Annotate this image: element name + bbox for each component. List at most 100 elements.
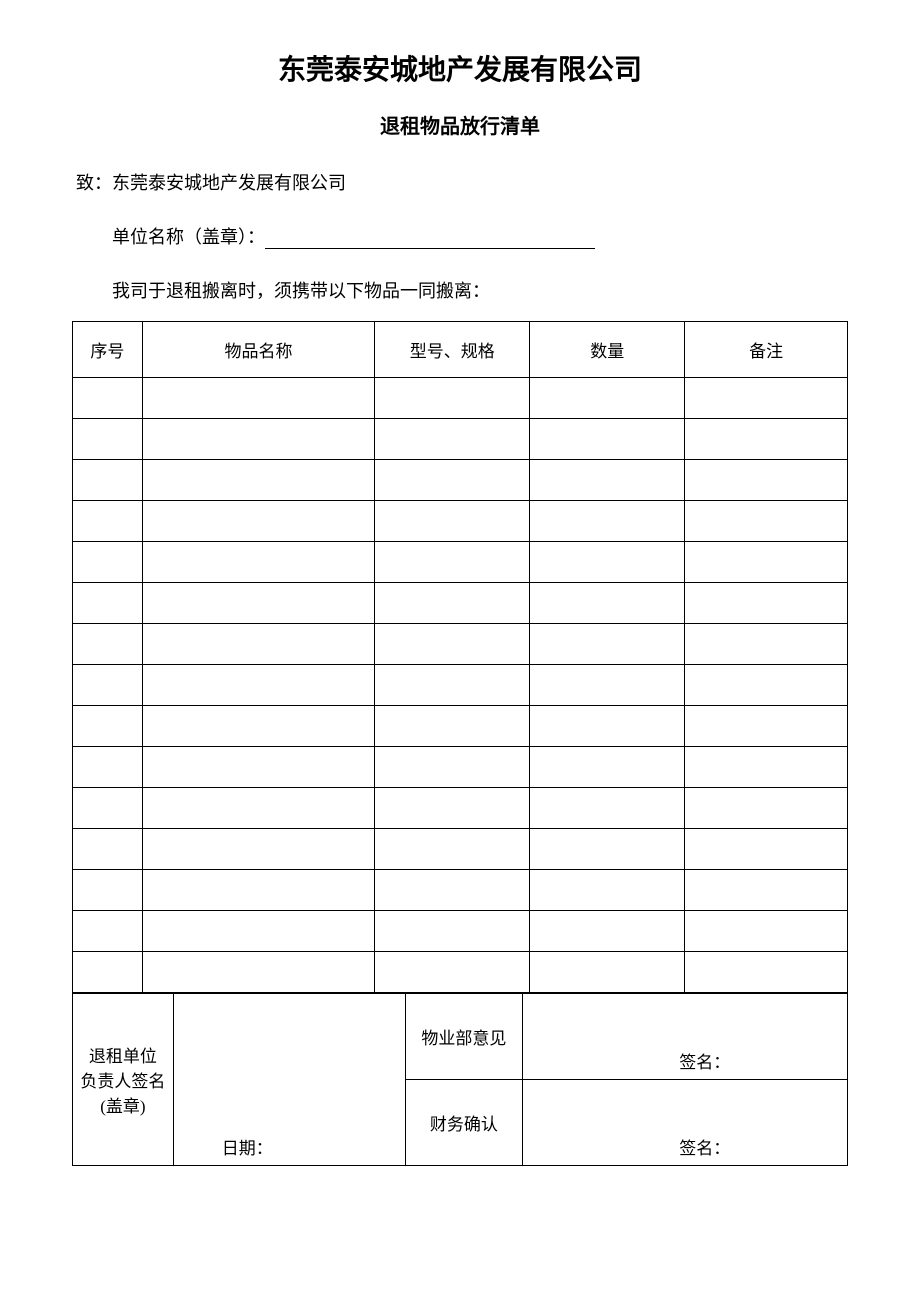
table-cell[interactable] — [142, 665, 375, 706]
table-cell[interactable] — [530, 501, 685, 542]
table-cell[interactable] — [142, 706, 375, 747]
table-cell[interactable] — [530, 952, 685, 993]
table-row — [73, 665, 848, 706]
footer-date-cell[interactable]: 日期： — [173, 994, 406, 1166]
table-cell[interactable] — [530, 747, 685, 788]
table-cell[interactable] — [375, 788, 530, 829]
table-row — [73, 583, 848, 624]
table-cell[interactable] — [142, 788, 375, 829]
table-cell[interactable] — [375, 829, 530, 870]
table-cell[interactable] — [685, 624, 848, 665]
footer-finance-sign-label: 签名： — [525, 1134, 846, 1159]
table-cell[interactable] — [142, 542, 375, 583]
table-cell[interactable] — [530, 542, 685, 583]
table-cell[interactable] — [530, 419, 685, 460]
table-cell[interactable] — [375, 501, 530, 542]
table-cell[interactable] — [685, 706, 848, 747]
table-row — [73, 624, 848, 665]
table-cell[interactable] — [73, 460, 143, 501]
table-cell[interactable] — [530, 378, 685, 419]
header-remark: 备注 — [685, 322, 848, 378]
unit-name-label: 单位名称（盖章）： — [112, 227, 265, 247]
table-cell[interactable] — [685, 419, 848, 460]
table-cell[interactable] — [375, 583, 530, 624]
table-cell[interactable] — [685, 378, 848, 419]
table-cell[interactable] — [73, 788, 143, 829]
table-cell[interactable] — [685, 460, 848, 501]
table-cell[interactable] — [375, 624, 530, 665]
table-cell[interactable] — [73, 911, 143, 952]
table-cell[interactable] — [530, 911, 685, 952]
table-cell[interactable] — [375, 665, 530, 706]
table-cell[interactable] — [142, 747, 375, 788]
table-cell[interactable] — [375, 419, 530, 460]
table-cell[interactable] — [375, 952, 530, 993]
table-cell[interactable] — [73, 542, 143, 583]
table-cell[interactable] — [73, 419, 143, 460]
table-cell[interactable] — [685, 747, 848, 788]
footer-opinion-sign-cell[interactable]: 签名： — [522, 994, 848, 1080]
table-cell[interactable] — [142, 583, 375, 624]
footer-finance-label: 财务确认 — [406, 1080, 522, 1166]
unit-name-blank[interactable] — [265, 248, 595, 249]
table-cell[interactable] — [685, 542, 848, 583]
table-cell[interactable] — [142, 460, 375, 501]
footer-finance-sign-cell[interactable]: 签名： — [522, 1080, 848, 1166]
table-cell[interactable] — [375, 378, 530, 419]
table-cell[interactable] — [73, 952, 143, 993]
addressee-line: 致：东莞泰安城地产发展有限公司 — [72, 169, 848, 195]
table-cell[interactable] — [142, 870, 375, 911]
table-cell[interactable] — [73, 378, 143, 419]
table-cell[interactable] — [142, 501, 375, 542]
table-row — [73, 788, 848, 829]
table-cell[interactable] — [530, 706, 685, 747]
table-cell[interactable] — [685, 829, 848, 870]
table-cell[interactable] — [530, 870, 685, 911]
table-cell[interactable] — [685, 870, 848, 911]
form-title: 退租物品放行清单 — [72, 110, 848, 139]
table-cell[interactable] — [73, 829, 143, 870]
table-cell[interactable] — [685, 583, 848, 624]
table-cell[interactable] — [142, 624, 375, 665]
table-cell[interactable] — [73, 747, 143, 788]
footer-left-sign-label: 退租单位 负责人签名 (盖章) — [73, 994, 174, 1166]
table-cell[interactable] — [375, 747, 530, 788]
table-cell[interactable] — [375, 911, 530, 952]
table-cell[interactable] — [685, 952, 848, 993]
table-cell[interactable] — [530, 583, 685, 624]
table-cell[interactable] — [530, 829, 685, 870]
table-cell[interactable] — [73, 624, 143, 665]
table-cell[interactable] — [685, 501, 848, 542]
items-table: 序号 物品名称 型号、规格 数量 备注 — [72, 321, 848, 993]
table-row — [73, 911, 848, 952]
table-cell[interactable] — [375, 542, 530, 583]
table-cell[interactable] — [73, 665, 143, 706]
table-cell[interactable] — [530, 665, 685, 706]
footer-left-line1: 退租单位 — [89, 1047, 157, 1066]
table-cell[interactable] — [375, 706, 530, 747]
table-cell[interactable] — [142, 378, 375, 419]
company-title: 东莞泰安城地产发展有限公司 — [72, 48, 848, 88]
footer-opinion-sign-label: 签名： — [525, 1048, 846, 1073]
unit-name-line: 单位名称（盖章）： — [72, 223, 848, 249]
table-cell[interactable] — [685, 665, 848, 706]
table-cell[interactable] — [685, 788, 848, 829]
table-cell[interactable] — [530, 788, 685, 829]
table-cell[interactable] — [142, 829, 375, 870]
table-cell[interactable] — [375, 460, 530, 501]
table-cell[interactable] — [142, 952, 375, 993]
table-cell[interactable] — [73, 583, 143, 624]
table-cell[interactable] — [530, 624, 685, 665]
table-row — [73, 706, 848, 747]
footer-table: 退租单位 负责人签名 (盖章) 日期： 物业部意见 签名： 财务确认 签名： — [72, 993, 848, 1166]
table-cell[interactable] — [142, 911, 375, 952]
table-cell[interactable] — [375, 870, 530, 911]
table-cell[interactable] — [73, 501, 143, 542]
table-cell[interactable] — [73, 706, 143, 747]
table-row — [73, 747, 848, 788]
table-cell[interactable] — [73, 870, 143, 911]
table-row — [73, 460, 848, 501]
table-cell[interactable] — [142, 419, 375, 460]
table-cell[interactable] — [685, 911, 848, 952]
table-cell[interactable] — [530, 460, 685, 501]
